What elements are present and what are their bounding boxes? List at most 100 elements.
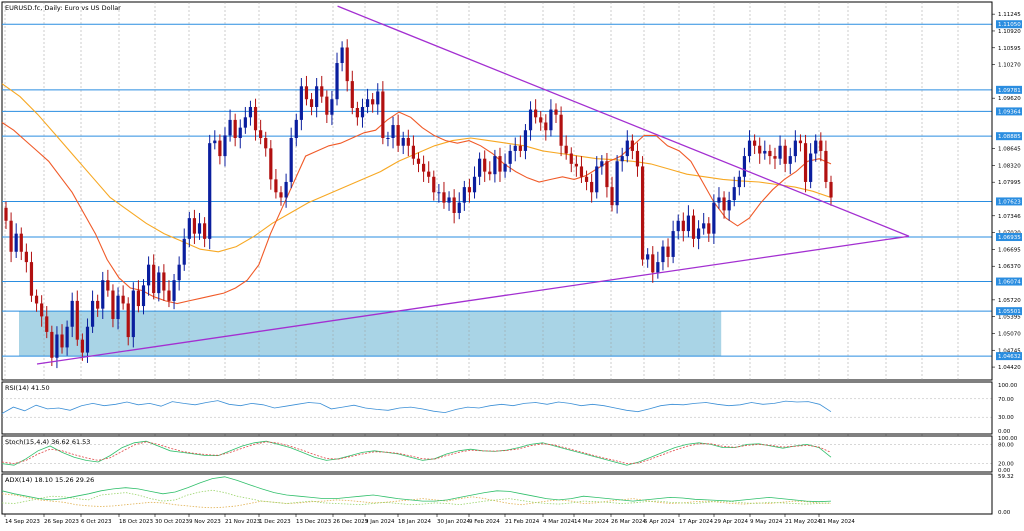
candle-body	[539, 117, 543, 123]
candle-body	[503, 163, 507, 172]
candle-body	[320, 86, 324, 97]
candle-body	[722, 197, 726, 211]
candle-body	[472, 176, 477, 193]
candle-body	[345, 47, 349, 82]
candle-body	[416, 158, 421, 164]
level-tag-label: 1.11050	[998, 22, 1021, 28]
candle-body	[666, 246, 670, 257]
candle-body	[411, 145, 416, 159]
candle-body	[798, 140, 803, 144]
time-tick-label: 5 Apr 2024	[644, 519, 675, 525]
rsi-pane-frame	[1, 381, 993, 435]
time-tick-label: 26 Mar 2024	[611, 519, 646, 525]
candle-body	[264, 137, 268, 149]
time-tick-label: 30 Jan 2024	[437, 519, 470, 525]
time-tick-label: 26 Dec 2023	[333, 519, 369, 525]
candle-body	[304, 86, 309, 100]
candle-body	[60, 334, 64, 348]
candle-body	[452, 197, 456, 213]
candle-body	[498, 156, 502, 172]
ema-slow-layer	[1, 83, 832, 253]
candle-body	[106, 280, 110, 291]
candle-body	[85, 326, 90, 353]
candle-body	[681, 220, 685, 232]
candle-body	[401, 137, 405, 146]
adx-tick-label: 0.00	[998, 510, 1011, 516]
candle-body	[70, 300, 74, 327]
price-tick-label: 1.11245	[998, 12, 1021, 18]
candle-body	[696, 228, 701, 239]
rsi-line	[1, 400, 832, 414]
candle-body	[783, 145, 787, 164]
candle-body	[111, 290, 115, 319]
rsi-tick-label: 30.00	[998, 415, 1014, 421]
candle-body	[80, 339, 84, 353]
time-tick-label: 21 Nov 2023	[225, 519, 261, 525]
adx-plus-line	[1, 489, 832, 506]
triangle-pattern[interactable]	[36, 5, 910, 365]
level-tag-label: 1.09781	[998, 88, 1021, 94]
candle-body	[218, 140, 222, 157]
stoch-layer	[1, 440, 992, 466]
candle-body	[671, 231, 675, 257]
candle-body	[528, 109, 533, 131]
candle-body	[707, 223, 711, 234]
level-tag	[996, 107, 1022, 116]
candle-body	[620, 156, 624, 162]
candle-body	[335, 63, 339, 100]
time-tick-label: 26 Sep 2023	[44, 519, 79, 525]
candle-body	[325, 96, 329, 115]
rsi-layer	[1, 398, 992, 418]
candle-body	[651, 254, 655, 273]
candle-body	[34, 295, 39, 304]
candle-body	[284, 181, 288, 198]
adx-pane-frame	[1, 473, 993, 515]
candle-body	[534, 109, 538, 118]
stoch-title: Stoch(15,4,4) 36.62 61.53	[5, 438, 90, 446]
horizontal-levels[interactable]	[2, 23, 992, 357]
level-tag	[996, 352, 1022, 361]
candle-body	[65, 326, 69, 348]
candle-body	[605, 161, 609, 188]
candle-body	[192, 218, 197, 234]
candle-body	[126, 303, 130, 338]
level-tag-label: 1.06074	[998, 280, 1021, 286]
rsi-tick-label: 100.00	[998, 383, 1018, 389]
rsi-tick-label: 70.00	[998, 397, 1014, 403]
candle-body	[778, 145, 782, 159]
candle-body	[162, 272, 166, 291]
candle-body	[29, 262, 34, 296]
level-tag	[996, 233, 1022, 242]
candle-body	[559, 114, 563, 146]
candle-body	[350, 81, 354, 109]
time-axis: 14 Sep 2023 26 Sep 2023 6 Oct 2023 18 Oct 2…	[2, 513, 992, 525]
level-tag	[996, 197, 1022, 206]
candle-body	[24, 251, 28, 263]
candle-body	[437, 192, 441, 194]
candle-body	[371, 99, 375, 105]
stoch-tick-label: 100.00	[998, 436, 1018, 442]
candle-body	[4, 207, 8, 221]
stoch-tick-label: 20.00	[998, 462, 1014, 468]
time-tick-label: 13 Dec 2023	[296, 519, 332, 525]
price-tick-label: 1.05070	[998, 331, 1021, 337]
candle-body	[483, 158, 487, 172]
stoch-main-line	[1, 440, 832, 466]
candle-body	[569, 153, 573, 164]
candle-body	[763, 150, 767, 154]
candle-body	[523, 130, 528, 151]
candle-body	[508, 150, 512, 164]
price-tick-label: 1.05395	[998, 315, 1021, 321]
candle-body	[146, 264, 151, 286]
adx-axis: 59.32 0.00	[991, 474, 1014, 516]
candle-body	[742, 156, 747, 177]
candle-body	[803, 143, 808, 182]
candle-body	[167, 290, 171, 301]
candle-body	[691, 215, 696, 239]
candle-body	[386, 137, 390, 139]
candle-body	[152, 264, 156, 294]
candle-body	[824, 150, 828, 182]
candle-body	[253, 106, 258, 131]
candle-body	[747, 140, 752, 157]
